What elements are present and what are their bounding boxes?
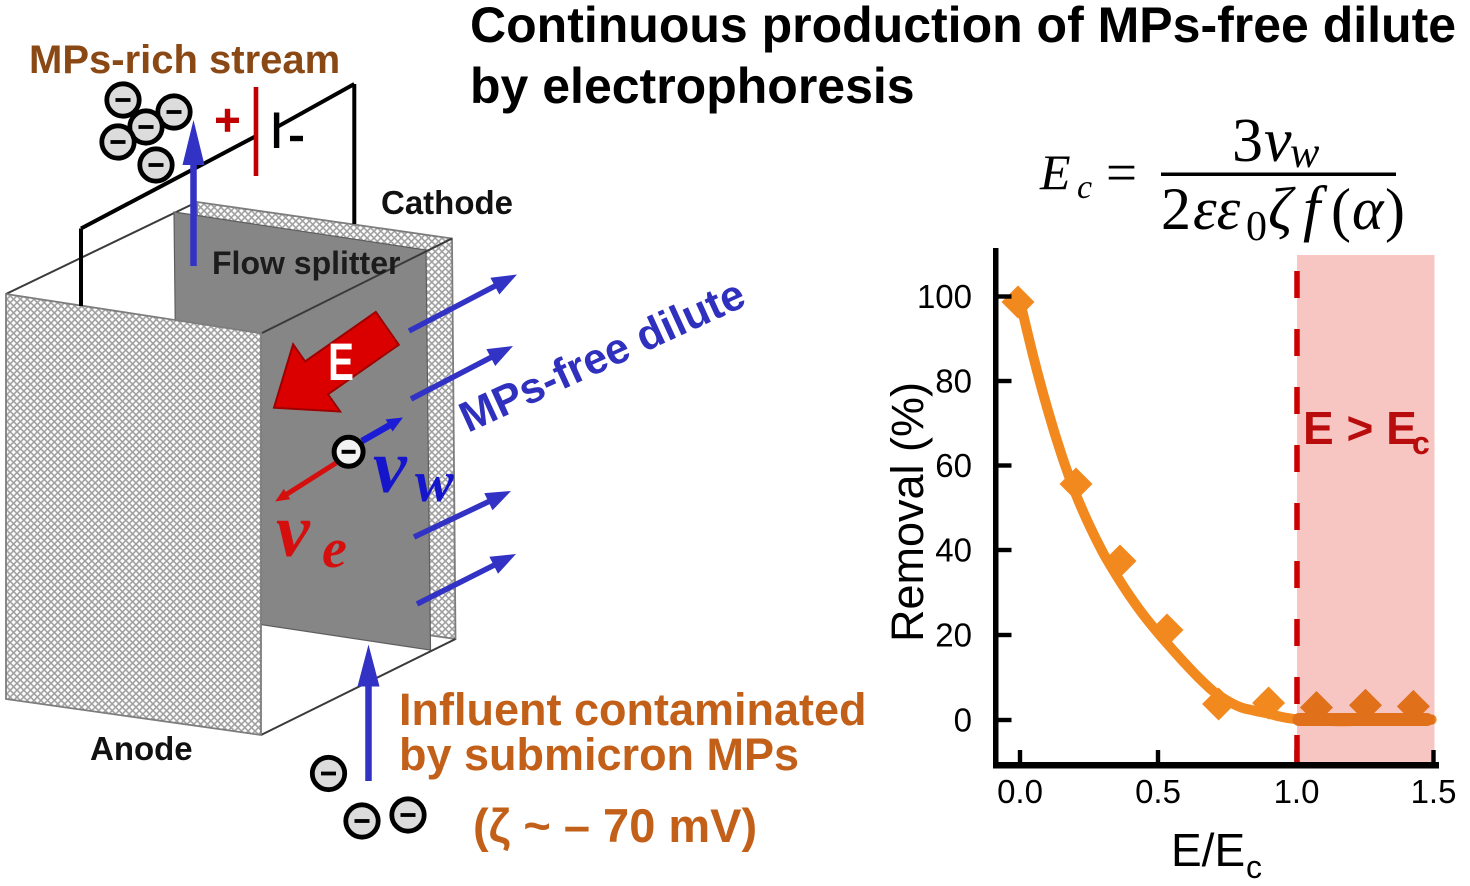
svg-text:0: 0 — [1246, 204, 1267, 250]
svg-text:20: 20 — [935, 617, 972, 654]
svg-text:by electrophoresis: by electrophoresis — [470, 58, 915, 114]
svg-text:(ζ ~ – 70 mV): (ζ ~ – 70 mV) — [473, 799, 757, 852]
svg-text:E: E — [328, 332, 354, 391]
svg-text:Anode: Anode — [90, 730, 193, 767]
svg-text:c: c — [1246, 849, 1262, 885]
svg-text:): ) — [1385, 177, 1405, 243]
svg-text:Flow splitter: Flow splitter — [212, 245, 400, 281]
svg-text:1.0: 1.0 — [1274, 773, 1320, 810]
svg-text:2: 2 — [1161, 176, 1191, 242]
svg-text:ζ: ζ — [1268, 176, 1296, 242]
svg-text:Cathode: Cathode — [381, 184, 513, 221]
svg-text:0.5: 0.5 — [1135, 773, 1181, 810]
svg-text:0.0: 0.0 — [997, 773, 1043, 810]
svg-text:1.5: 1.5 — [1411, 773, 1457, 810]
svg-text:Influent contaminated: Influent contaminated — [399, 684, 867, 735]
svg-text:α: α — [1352, 176, 1385, 242]
svg-text:3: 3 — [1232, 107, 1263, 175]
svg-text:Removal (%): Removal (%) — [882, 382, 933, 642]
svg-text:c: c — [1412, 425, 1430, 461]
svg-text:E/E: E/E — [1171, 824, 1245, 876]
svg-text:MPs-rich stream: MPs-rich stream — [29, 38, 340, 82]
svg-text:=: = — [1106, 142, 1137, 203]
svg-text:v: v — [373, 425, 408, 509]
svg-text:0: 0 — [954, 702, 972, 739]
svg-text:E > E: E > E — [1303, 402, 1417, 454]
svg-text:e: e — [322, 518, 347, 580]
svg-text:w: w — [415, 449, 454, 514]
svg-text:v: v — [1264, 107, 1292, 175]
svg-text:w: w — [1290, 128, 1320, 177]
svg-text:60: 60 — [935, 447, 972, 484]
svg-text:(: ( — [1331, 177, 1351, 243]
svg-text:c: c — [1077, 169, 1092, 206]
svg-text:80: 80 — [935, 363, 972, 400]
svg-text:100: 100 — [917, 278, 972, 315]
svg-text:εε: εε — [1193, 176, 1241, 242]
svg-text:40: 40 — [935, 532, 972, 569]
svg-text:Continuous production of MPs-f: Continuous production of MPs-free dilute — [470, 0, 1456, 53]
svg-text:E: E — [1039, 144, 1071, 200]
svg-text:v: v — [276, 489, 311, 573]
svg-text:by submicron MPs: by submicron MPs — [399, 729, 799, 780]
